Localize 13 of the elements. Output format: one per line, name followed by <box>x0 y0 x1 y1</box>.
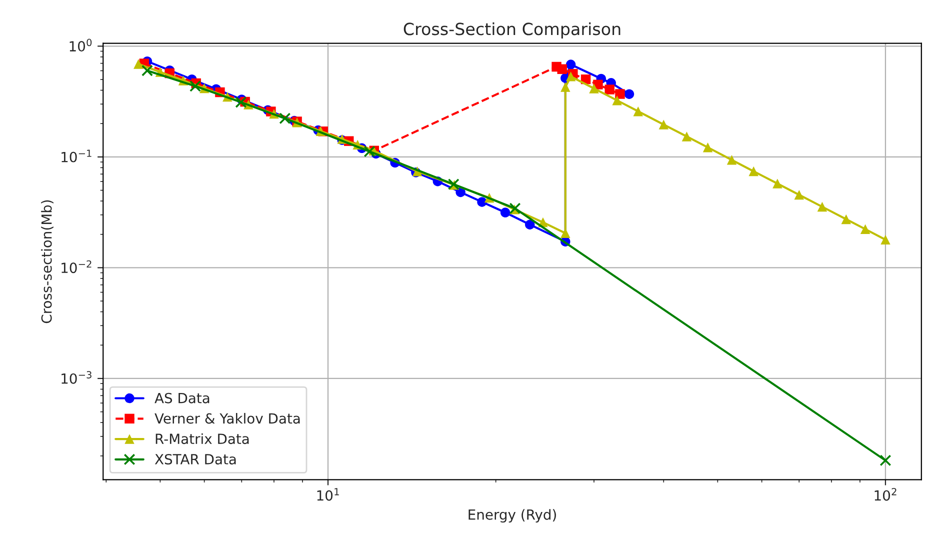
y-tick-label: 10$^{−1}$ <box>62 150 92 162</box>
legend-label: R-Matrix Data <box>156 433 249 444</box>
y-tick-label: 10$^{−2}$ <box>62 260 92 274</box>
y-axis-title: Cross-section(Mb) <box>41 200 54 324</box>
chart-title: Cross-Section Comparison <box>404 22 620 38</box>
legend-label: XSTAR Data <box>154 454 236 464</box>
x-tick-label: 10$^{2}$ <box>874 488 896 501</box>
y-tick-label: 10$^{0}$ <box>70 38 92 52</box>
legend-label: Verner & Yaklov Data <box>154 412 300 424</box>
y-tick-label: 10$^{−3}$ <box>62 371 92 384</box>
x-axis-title: Energy (Ryd) <box>468 509 556 523</box>
legend-label: AS Data <box>154 392 210 404</box>
x-tick-label: 10$^{1}$ <box>317 488 339 501</box>
